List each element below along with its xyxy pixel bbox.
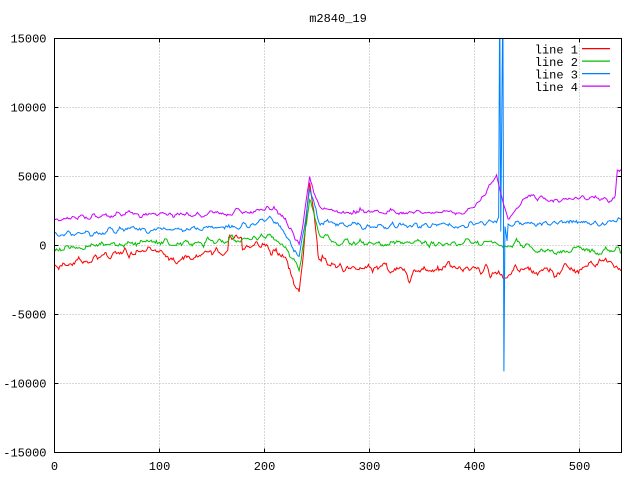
svg-text:100: 100 bbox=[149, 460, 171, 474]
svg-text:200: 200 bbox=[254, 460, 276, 474]
svg-text:400: 400 bbox=[464, 460, 486, 474]
svg-text:-15000: -15000 bbox=[3, 447, 46, 461]
svg-text:300: 300 bbox=[359, 460, 381, 474]
svg-text:0: 0 bbox=[51, 460, 58, 474]
svg-text:line 4: line 4 bbox=[535, 81, 578, 95]
svg-text:500: 500 bbox=[569, 460, 591, 474]
svg-text:m2840_19: m2840_19 bbox=[309, 12, 367, 26]
svg-text:5000: 5000 bbox=[18, 171, 47, 185]
svg-text:0: 0 bbox=[39, 240, 46, 254]
svg-text:15000: 15000 bbox=[10, 33, 46, 47]
svg-text:-10000: -10000 bbox=[3, 378, 46, 392]
svg-text:-5000: -5000 bbox=[10, 309, 46, 323]
svg-text:10000: 10000 bbox=[10, 102, 46, 116]
